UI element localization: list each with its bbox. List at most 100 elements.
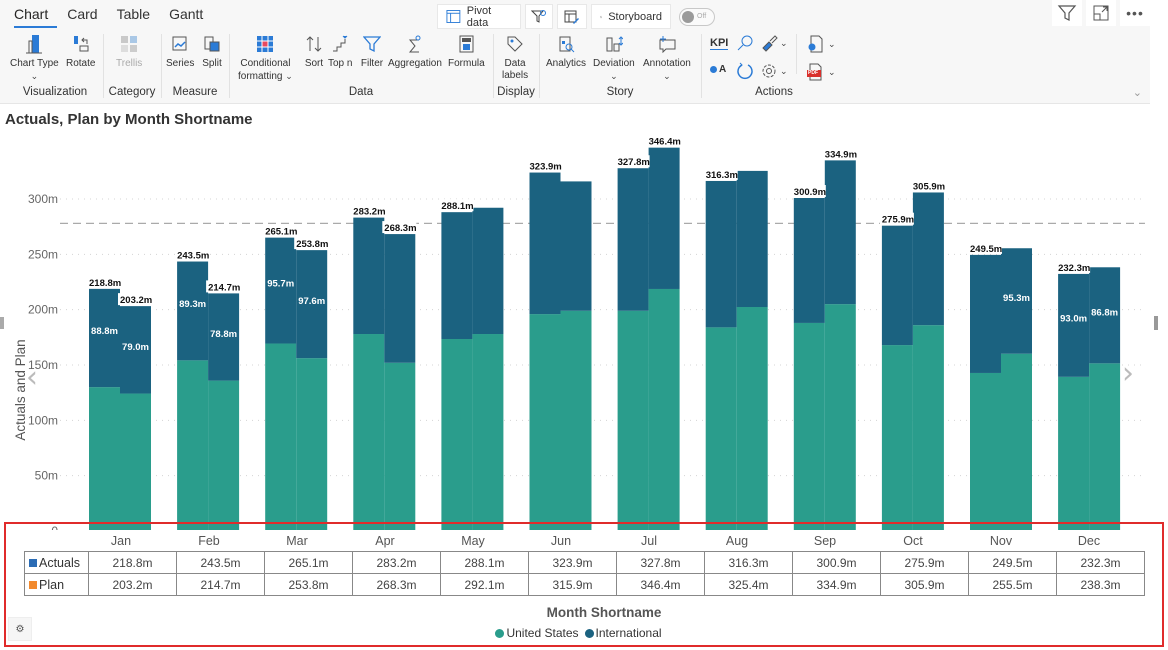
bar-segment-united-states[interactable] [793, 322, 825, 530]
rotate-button[interactable]: Rotate [66, 32, 95, 70]
bar-segment-international[interactable] [617, 168, 649, 311]
total-data-label: 327.8m [618, 157, 650, 168]
bar-segment-united-states[interactable] [208, 380, 240, 530]
tab-chart[interactable]: Chart [14, 6, 58, 28]
kpi-button[interactable]: KPI [710, 37, 729, 50]
right-resize-handle[interactable] [1154, 316, 1158, 330]
bar-segment-united-states[interactable] [296, 358, 328, 530]
bar-segment-united-states[interactable] [529, 314, 561, 530]
sort-button[interactable]: Sort [302, 32, 326, 70]
bar-segment-international[interactable] [472, 207, 504, 335]
refresh-icon[interactable] [736, 62, 754, 85]
bar-segment-international[interactable] [384, 234, 416, 363]
formula-button[interactable]: Formula [448, 32, 485, 70]
bar-segment-international[interactable] [89, 288, 120, 388]
bar-segment-united-states[interactable] [648, 288, 680, 530]
bar-segment-united-states[interactable] [1001, 353, 1032, 530]
more-options-icon[interactable]: ••• [1120, 0, 1150, 26]
bar-segment-international[interactable] [736, 170, 768, 308]
bar-segment-international[interactable] [912, 192, 944, 326]
storyboard-toggle[interactable]: Off [679, 7, 715, 26]
bar-segment-united-states[interactable] [881, 345, 913, 530]
bar-segment-international[interactable] [560, 181, 592, 311]
filter-settings-button[interactable] [525, 4, 553, 29]
bar-segment-united-states[interactable] [705, 327, 737, 530]
collapse-ribbon-icon[interactable]: ⌄ [1132, 87, 1142, 99]
bar-segment-united-states[interactable] [472, 334, 504, 530]
bar-segment-international[interactable] [296, 250, 328, 359]
bar-segment-united-states[interactable] [89, 387, 120, 530]
bar-segment-united-states[interactable] [912, 325, 944, 530]
bar-segment-united-states[interactable] [441, 338, 473, 530]
tab-table[interactable]: Table [116, 6, 151, 22]
left-resize-handle[interactable] [0, 317, 4, 329]
total-data-label: 203.2m [120, 295, 152, 306]
settings-icon[interactable]: ⌄ [760, 62, 788, 80]
export-settings-icon[interactable]: ⌄ [806, 35, 836, 53]
total-data-label: 288.1m [441, 201, 473, 212]
bar-segment-united-states[interactable] [824, 304, 856, 530]
total-data-label: 218.8m [89, 278, 121, 289]
bar-segment-international[interactable] [441, 212, 473, 339]
international-data-label: 79.0m [122, 342, 149, 353]
bar-segment-international[interactable] [705, 180, 737, 328]
split-button[interactable]: Split [200, 32, 224, 70]
series-button[interactable]: Series [166, 32, 194, 70]
data-labels-button[interactable]: Data labels [502, 32, 528, 82]
tab-card[interactable]: Card [67, 6, 98, 22]
analytics-button[interactable]: Analytics [546, 32, 586, 70]
bar-segment-international[interactable] [1058, 273, 1090, 377]
bar-segment-international[interactable] [177, 261, 209, 361]
focus-mode-icon[interactable] [1086, 0, 1116, 26]
bar-segment-united-states[interactable] [353, 334, 385, 530]
bar-segment-international[interactable] [265, 237, 297, 344]
bar-segment-united-states[interactable] [177, 360, 209, 530]
search-icon[interactable] [736, 34, 754, 57]
bar-segment-united-states[interactable] [736, 307, 768, 530]
legend-item-international[interactable]: International [584, 626, 662, 640]
bar-segment-international[interactable] [793, 198, 825, 323]
conditional-text-button[interactable]: A [710, 64, 726, 75]
bar-segment-international[interactable] [529, 172, 561, 315]
tab-gantt[interactable]: Gantt [169, 6, 204, 22]
bar-segment-united-states[interactable] [265, 343, 297, 530]
y-tick-label: 200m [28, 303, 58, 317]
bar-segment-international[interactable] [881, 225, 913, 346]
bar-segment-international[interactable] [353, 217, 385, 335]
bar-segment-united-states[interactable] [1058, 376, 1090, 530]
export-pdf-icon[interactable]: PDF ⌄ [806, 63, 836, 81]
legend-item-united-states[interactable]: United States [495, 626, 579, 640]
annotation-button[interactable]: Annotation ⌄ [643, 32, 691, 82]
bar-segment-united-states[interactable] [560, 310, 592, 530]
settings-shortcut-icon[interactable]: ⚙ [8, 617, 32, 641]
previous-page-icon[interactable]: ‹ [26, 360, 38, 395]
bar-segment-international[interactable] [120, 306, 151, 394]
bar-segment-united-states[interactable] [617, 310, 649, 530]
bar-segment-international[interactable] [970, 254, 1001, 373]
deviation-button[interactable]: Deviation ⌄ [593, 32, 635, 82]
bar-segment-international[interactable] [824, 160, 856, 305]
bar-segment-united-states[interactable] [120, 393, 151, 530]
trellis-button[interactable]: Trellis [116, 32, 142, 70]
bar-segment-international[interactable] [1001, 248, 1032, 354]
next-page-icon[interactable]: › [1122, 356, 1134, 391]
top-n-button[interactable]: Top n [328, 32, 352, 70]
paint-brush-icon[interactable]: ⌄ [760, 34, 788, 52]
bar-segment-united-states[interactable] [1089, 363, 1121, 530]
filter-icon[interactable] [1052, 0, 1082, 26]
bar-segment-united-states[interactable] [384, 362, 416, 530]
bar-segment-international[interactable] [648, 147, 680, 289]
bar-segment-international[interactable] [208, 293, 240, 381]
filter-button[interactable]: Filter [360, 32, 384, 70]
storyboard-button[interactable]: Storyboard [591, 4, 671, 29]
chart-type-button[interactable]: Chart Type ⌄ [10, 32, 59, 82]
edit-table-button[interactable] [557, 4, 587, 29]
bar-segment-united-states[interactable] [970, 372, 1001, 530]
total-label-bg [527, 159, 562, 172]
bar-segment-international[interactable] [1089, 267, 1121, 364]
pivot-data-button[interactable]: Pivot data [437, 4, 521, 29]
conditional-formatting-button[interactable]: Conditional formatting ⌄ [238, 32, 293, 83]
aggregation-button[interactable]: Aggregation [388, 32, 442, 70]
chevron-down-icon: ⌄ [828, 38, 836, 49]
